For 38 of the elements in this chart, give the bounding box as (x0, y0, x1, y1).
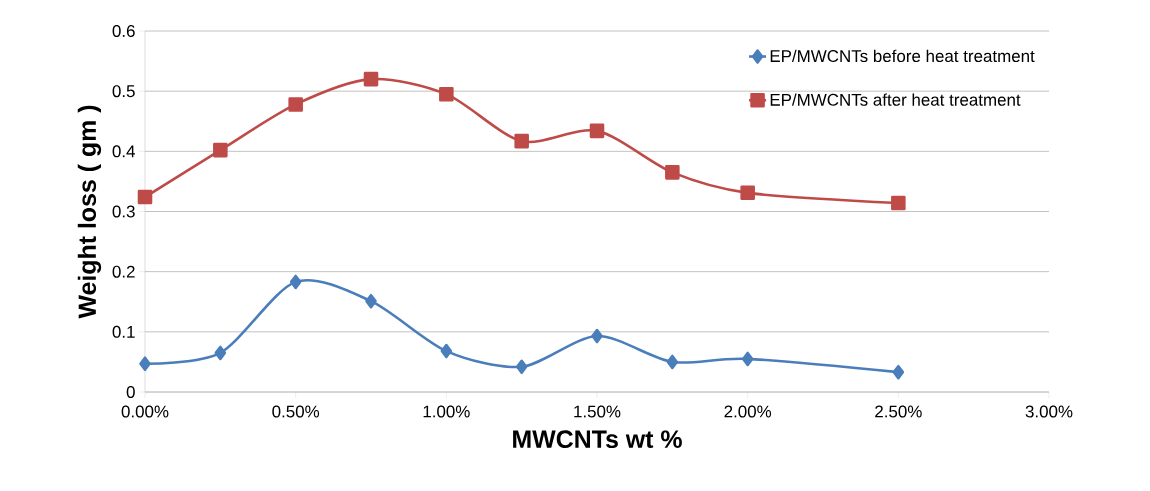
point (139, 356, 151, 371)
y-tick-label: 0.6 (112, 25, 135, 37)
point (363, 71, 379, 87)
point (365, 293, 377, 309)
x-tick-label: 2.50% (875, 405, 922, 418)
y-tick-label: 0.3 (112, 205, 135, 218)
x-tick-label: 0.50% (272, 405, 320, 418)
y-tick-label: 0.4 (112, 145, 135, 158)
point (289, 274, 302, 290)
point (891, 195, 906, 211)
y-tick-label: 0 (126, 386, 135, 398)
point (137, 189, 153, 205)
x-tick-label: 1.50% (574, 405, 621, 418)
point (439, 86, 454, 102)
point (288, 97, 303, 112)
point (666, 354, 679, 370)
point (591, 328, 603, 344)
x-tick-label: 0.00% (121, 405, 169, 418)
x-tick-label: 3.00% (1025, 405, 1073, 418)
y-tick-label: 0.1 (112, 325, 135, 338)
point (213, 142, 228, 158)
y-axis-title: Weight loss ( gm ) (77, 105, 102, 319)
x-axis-title: MWCNTs wt % (513, 430, 682, 448)
x-tick-label: 1.00% (423, 405, 470, 418)
point (740, 185, 755, 201)
point (665, 165, 680, 180)
point (214, 345, 227, 361)
point (892, 364, 905, 380)
legend-label: EP/MWCNTs before heat treatment (770, 49, 1035, 63)
x-tick-label: 2.00% (724, 405, 772, 418)
y-tick-label: 0.5 (112, 85, 135, 98)
point (514, 133, 529, 149)
point (741, 351, 754, 367)
point (440, 343, 453, 359)
legend-label: EP/MWCNTs after heat treatment (770, 93, 1021, 106)
y-tick-label: 0.2 (112, 265, 135, 278)
point (515, 359, 528, 375)
point (589, 123, 605, 139)
